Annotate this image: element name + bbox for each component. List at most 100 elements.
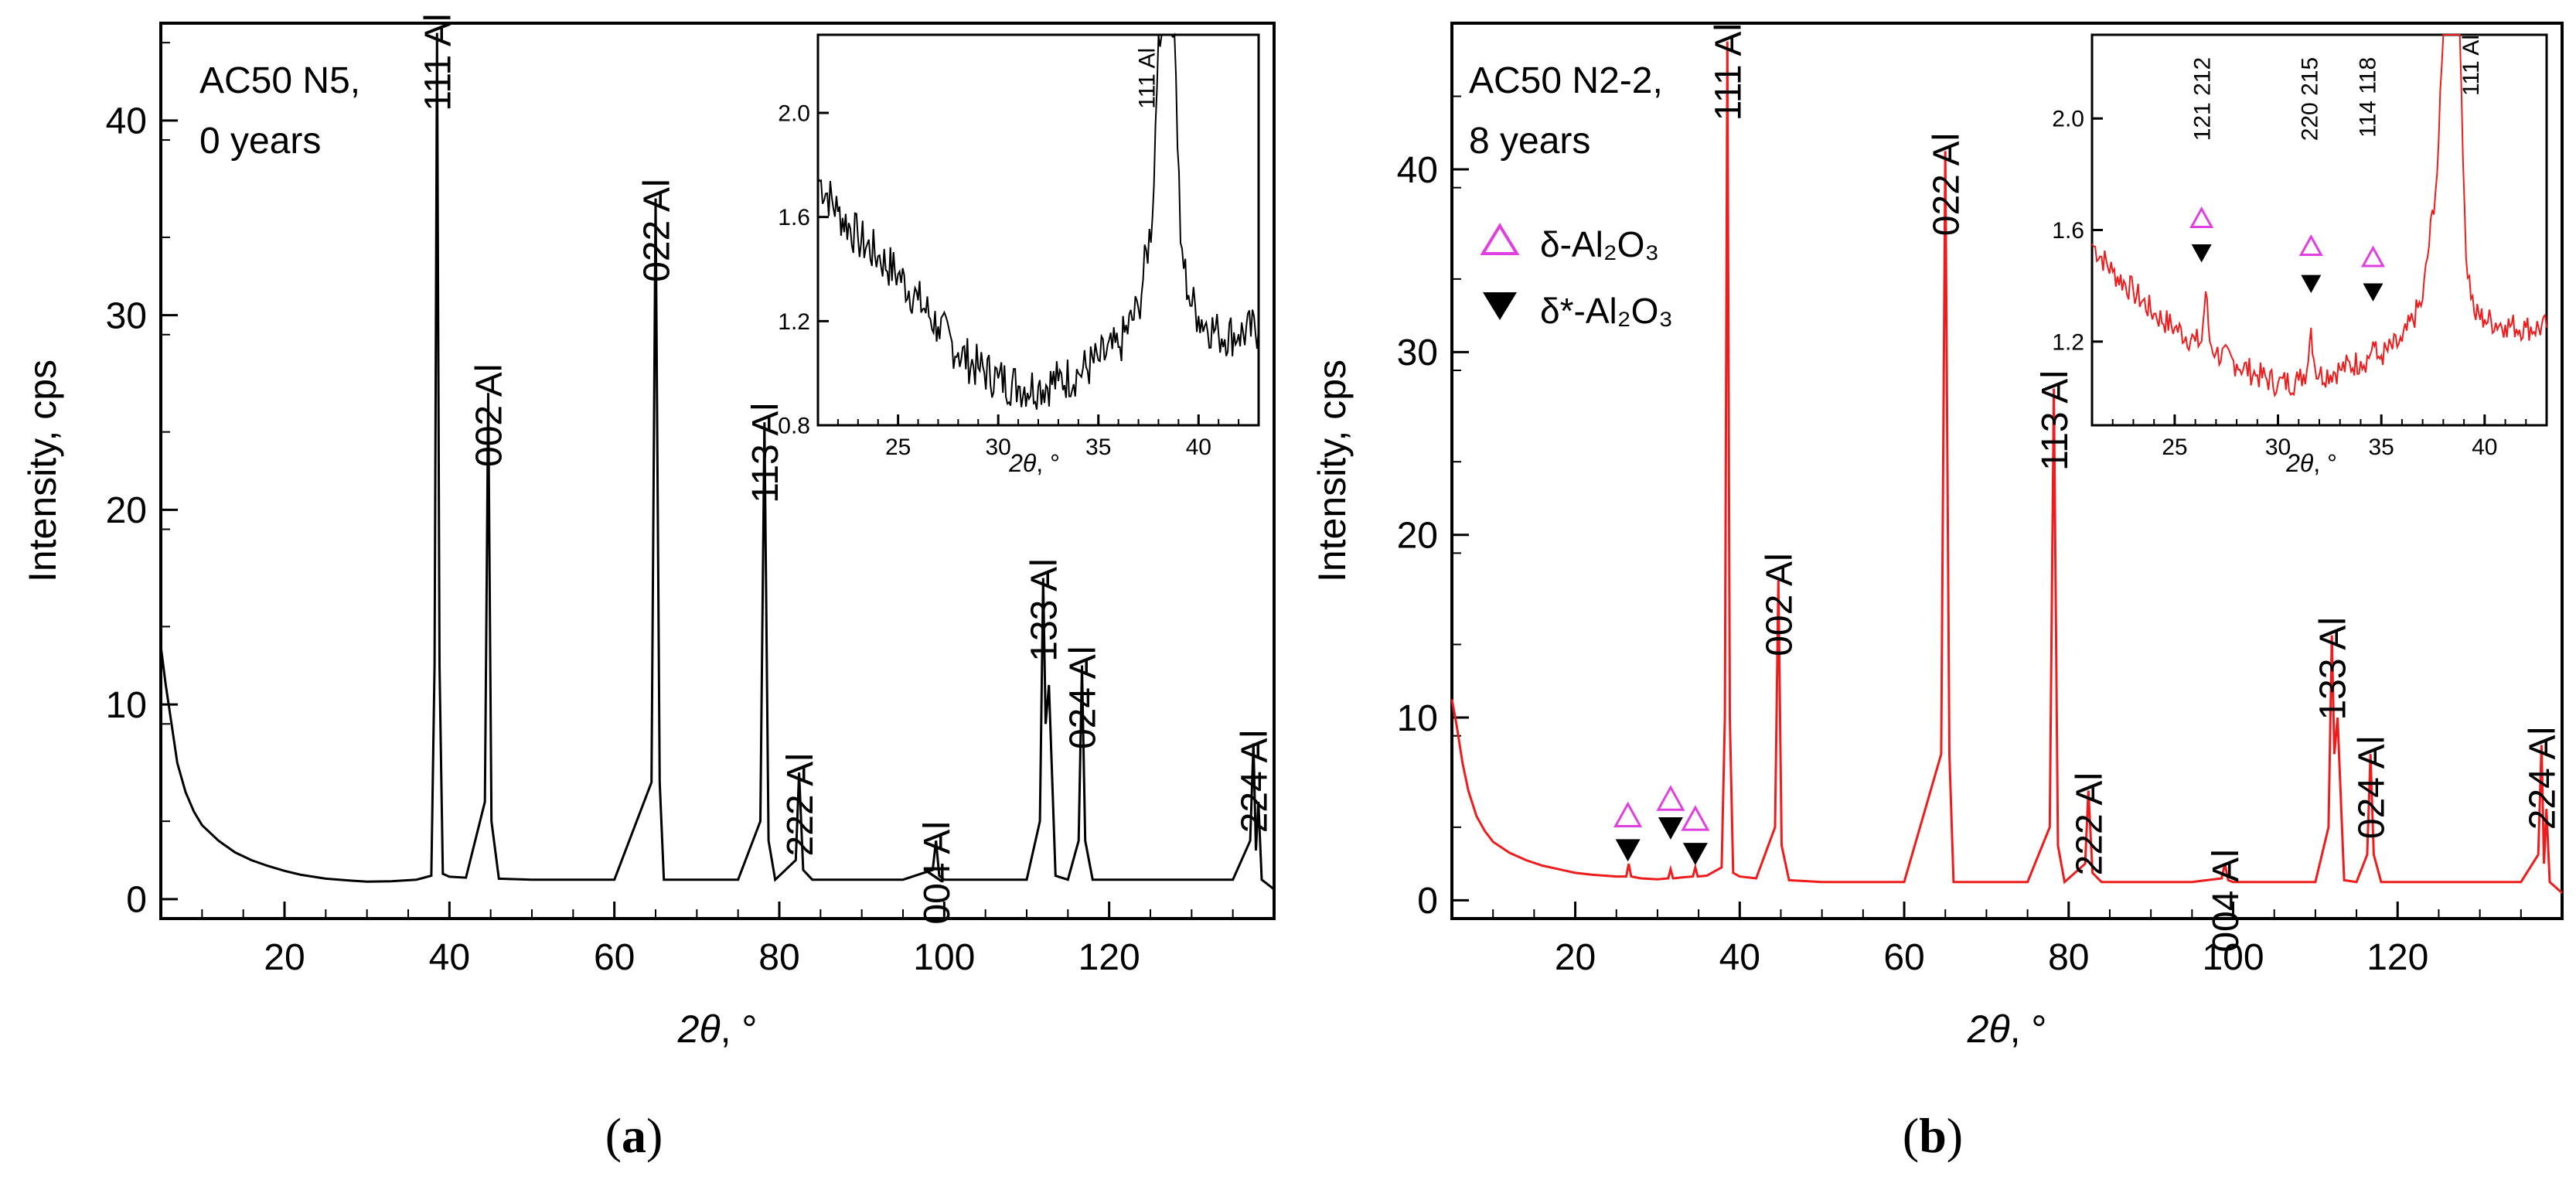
panel-b-sample-label: AC50 N2-2,: [1469, 60, 1663, 101]
x-tick-label: 40: [1186, 435, 1211, 460]
panel-a-x-axis-symbol: 2θ: [677, 1007, 721, 1051]
panel-a-inset-ticks: 25 30 35 40 0.8 1.2 1.6 2.0: [778, 101, 1259, 460]
peak-label: 133 Al: [2312, 617, 2353, 720]
delta-open-marker: [1613, 801, 1643, 827]
inset-label: 220 215: [2297, 57, 2322, 141]
y-tick-label: 1.2: [778, 309, 810, 335]
inset-label: 114 118: [2355, 57, 2380, 138]
y-tick-label: 2.0: [2052, 107, 2084, 132]
x-tick-label: 20: [264, 937, 305, 978]
x-tick-label: 35: [2368, 435, 2394, 460]
peak-label: 111 Al: [1709, 23, 1750, 121]
panel-b-inset-x-label: 2θ, °: [2285, 449, 2337, 477]
x-tick-label: 25: [885, 435, 911, 460]
panel-a-inset-x-label: 2θ, °: [1008, 449, 1060, 477]
inset-label: 111 Al: [2458, 35, 2484, 96]
panel-b-inset: 25 30 35 401.21.62.0 121 212 220 215 114 118 1…: [2052, 33, 2548, 477]
x-tick-label: 30: [2265, 435, 2291, 460]
panel-b-caption: (b): [1903, 1108, 1963, 1163]
peak-label: 111 Al: [418, 13, 459, 111]
delta-star-marker: [1682, 843, 1708, 865]
panel-a-inset-labels: 111 Al: [1135, 48, 1160, 109]
panel-b: 20 40 60 80 100 120 0 10 20 30 40 111 Al 002 Al 022 …: [1310, 22, 2564, 1163]
peak-label: 004 Al: [2206, 849, 2247, 952]
legend-delta-star-label: δ*-Al₂O₃: [1540, 291, 1673, 331]
y-tick-label: 40: [106, 101, 147, 142]
peak-label: 222 Al: [2070, 772, 2111, 875]
x-tick-label: 20: [1555, 937, 1596, 978]
panel-a-inset-x-symbol: 2θ: [1008, 449, 1037, 477]
y-tick-label: 1.2: [2052, 329, 2084, 355]
panel-a-sample-label: AC50 N5,: [199, 60, 360, 101]
panel-b-pattern-line: [1450, 41, 2563, 895]
legend-delta-star-filled-triangle: [1483, 292, 1517, 320]
peak-label: 113 Al: [2035, 370, 2076, 471]
y-tick-label: 10: [106, 685, 147, 726]
peak-label: 004 Al: [917, 821, 958, 924]
panel-a-axis-ticks: 20 40 60 80 100 120 0 10 20 30 40: [106, 42, 1275, 978]
panel-a-caption: (a): [605, 1108, 663, 1163]
peak-label: 002 Al: [469, 364, 510, 467]
x-tick-label: 100: [2202, 937, 2264, 978]
panel-a-inset-x-unit: , °: [1036, 449, 1060, 477]
x-tick-label: 100: [913, 937, 975, 978]
panel-a: 20 40 60 80 100 120 0 10 20 30 40 111 Al 002 Al 022 …: [21, 13, 1276, 1163]
panel-a-pattern-line: [159, 32, 1275, 891]
y-tick-label: 1.6: [778, 205, 810, 230]
panel-b-inset-x-unit: , °: [2313, 449, 2337, 477]
inset-delta-star-marker: [2301, 274, 2322, 294]
x-tick-label: 120: [2366, 937, 2428, 978]
x-tick-label: 120: [1078, 937, 1140, 978]
panel-b-peak-labels: 111 Al 002 Al 022 Al 113 Al 222 Al 004 Al 133 …: [1709, 23, 2564, 953]
y-tick-label: 0.8: [778, 414, 810, 439]
x-tick-label: 80: [758, 937, 799, 978]
panel-a-age-label: 0 years: [199, 121, 321, 162]
legend-delta-label: δ-Al₂O₃: [1540, 224, 1659, 264]
x-tick-label: 40: [1719, 937, 1760, 978]
panel-b-inset-ticks: 25 30 35 40 1.2 1.6 2.0: [2052, 107, 2547, 460]
panel-b-x-axis-symbol: 2θ: [1967, 1007, 2010, 1051]
delta-open-marker: [1681, 805, 1710, 831]
inset-delta-open-marker: [2189, 206, 2214, 228]
x-tick-label: 60: [594, 937, 635, 978]
x-tick-label: 40: [429, 937, 470, 978]
y-tick-label: 0: [1417, 881, 1438, 922]
panel-a-inset-line: [817, 32, 1259, 410]
inset-delta-open-marker: [2298, 234, 2323, 257]
panel-a-plot-frame: [159, 22, 1276, 920]
panel-a-inset-frame: [816, 33, 1260, 427]
panel-b-x-axis-unit: , °: [2010, 1007, 2047, 1051]
x-tick-label: 30: [985, 435, 1010, 460]
y-tick-label: 20: [1397, 516, 1438, 557]
y-tick-label: 0: [126, 880, 147, 921]
panel-b-legend: δ-Al₂O₃ δ*-Al₂O₃: [1480, 223, 1673, 331]
y-tick-label: 40: [1397, 150, 1438, 191]
peak-label: 022 Al: [636, 179, 677, 281]
panel-b-caption-letter: b: [1919, 1108, 1947, 1163]
panel-b-axis-ticks: 20 40 60 80 100 120 0 10 20 30 40: [1397, 95, 2563, 978]
peak-label: 002 Al: [1760, 553, 1801, 656]
panel-a-y-axis-label: Intensity, cps: [21, 360, 64, 582]
inset-delta-star-marker: [2363, 283, 2383, 302]
peak-label: 024 Al: [2351, 736, 2392, 839]
panel-b-inset-markers: [2189, 206, 2386, 302]
panel-b-inset-frame: [2090, 33, 2548, 427]
panel-a-inset: 25 30 35 40 0.8 1.2 1.6 2.0 111 Al 2θ, °: [778, 32, 1260, 477]
inset-delta-star-marker: [2191, 244, 2212, 263]
y-tick-label: 10: [1397, 698, 1438, 739]
y-tick-label: 2.0: [778, 101, 810, 127]
peak-label: 224 Al: [2523, 727, 2564, 830]
peak-label: 022 Al: [1927, 133, 1968, 236]
inset-label: 111 Al: [1135, 48, 1160, 109]
inset-label: 121 212: [2189, 57, 2215, 141]
y-tick-label: 1.6: [2052, 218, 2084, 244]
panel-b-x-axis-label: 2θ, °: [1967, 1007, 2047, 1051]
x-tick-label: 40: [2472, 435, 2497, 460]
peak-label: 222 Al: [780, 753, 821, 856]
delta-open-marker: [1656, 785, 1685, 811]
panel-b-age-label: 8 years: [1469, 121, 1590, 162]
panel-b-plot-frame: [1450, 22, 2564, 920]
panel-b-phase-markers: [1613, 785, 1710, 865]
panel-a-peak-labels: 111 Al 002 Al 022 Al 113 Al 222 Al 004 Al 133 …: [418, 13, 1276, 924]
